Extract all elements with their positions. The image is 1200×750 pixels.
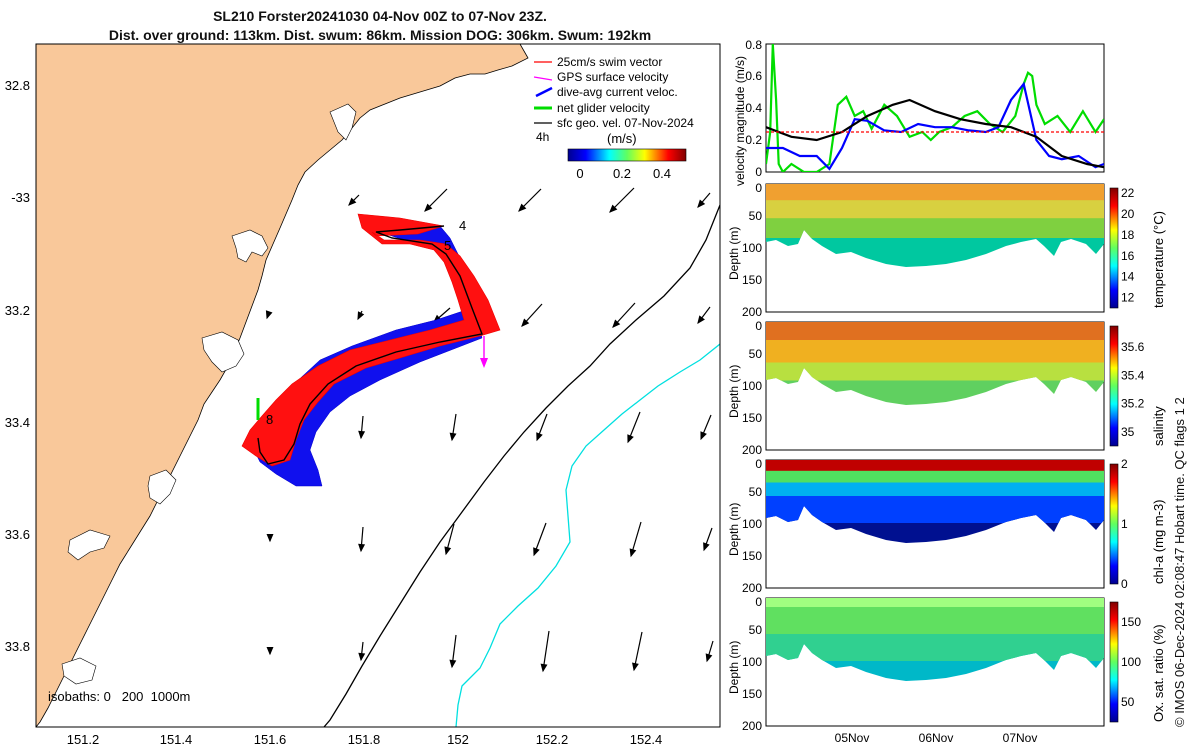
legend-gps-label: GPS surface velocity <box>557 70 668 84</box>
lat-tick: 33.8 <box>5 639 30 654</box>
legend-net-label: net glider velocity <box>557 101 650 115</box>
legend-gps-line <box>533 76 553 81</box>
glider-track <box>257 225 483 465</box>
sfc-velocity-arrowhead <box>358 430 366 440</box>
legend-dac-line <box>535 86 553 98</box>
sfc-velocity-arrowhead <box>705 653 713 663</box>
sfc-velocity-arrowhead <box>533 547 540 557</box>
coastline-land <box>36 44 529 727</box>
day-marker: 5 <box>444 238 451 253</box>
legend-dac-label: dive-avg current veloc. <box>557 85 678 99</box>
day-marker: 8 <box>266 412 273 427</box>
colorbar-units: (m/s) <box>607 131 637 146</box>
sfc-velocity-arrowhead <box>540 663 548 673</box>
page-subtitle: Dist. over ground: 113km. Dist. swum: 86… <box>108 27 652 43</box>
legend-colorbar <box>567 148 687 162</box>
coastal-lake <box>147 469 177 505</box>
lat-tick: 33.2 <box>5 303 30 318</box>
coastal-inlet <box>67 529 111 561</box>
credit-text: © IMOS 06-Dec-2024 02:08:47 Hobart time.… <box>1172 397 1187 727</box>
coastal-lake <box>329 103 357 141</box>
legend-colorbar-tick: 0.2 <box>613 166 631 181</box>
sfc-velocity-arrowhead <box>697 199 706 208</box>
sfc-velocity-arrowhead <box>629 548 637 558</box>
lat-tick: -33 <box>11 190 30 205</box>
longitude-axis: 151.2 151.4 151.6 151.8 152 152.2 152.4 <box>67 732 663 747</box>
sfc-velocity-arrowhead <box>348 197 357 206</box>
lon-tick: 152.2 <box>536 732 569 747</box>
sfc-velocity-arrowhead <box>266 534 274 543</box>
sfc-velocity-arrowhead <box>521 318 530 327</box>
lat-tick: 33.6 <box>5 527 30 542</box>
sfc-velocity-arrowhead <box>358 543 366 553</box>
lon-tick: 151.8 <box>348 732 381 747</box>
lon-tick: 151.6 <box>254 732 287 747</box>
sfc-velocity-arrowhead <box>265 310 273 320</box>
isobath-1000m <box>455 343 720 727</box>
coastal-lake <box>201 331 245 373</box>
map-legend: 25cm/s swim vector GPS surface velocity … <box>533 55 694 181</box>
sfc-velocity-arrowhead <box>358 652 366 662</box>
latitude-axis: 32.8 -33 33.2 33.4 33.6 33.8 <box>5 78 30 654</box>
coastal-inlet <box>61 657 97 685</box>
sfc-velocity-arrowhead <box>627 434 634 444</box>
gps-velocity-arrowhead <box>480 358 488 368</box>
sfc-velocity-arrowhead <box>449 659 457 669</box>
sfc-velocity-arrowhead <box>266 647 274 656</box>
lon-tick: 152.4 <box>630 732 663 747</box>
lon-tick: 152 <box>447 732 469 747</box>
sfc-velocity-arrowhead <box>703 542 710 552</box>
legend-colorbar-tick: 0.4 <box>653 166 671 181</box>
sfc-velocity-arrowhead <box>700 431 707 441</box>
sfc-velocity-arrowhead <box>612 319 621 328</box>
lat-tick: 32.8 <box>5 78 30 93</box>
sfc-velocity-arrowhead <box>424 203 433 212</box>
lat-tick: 33.4 <box>5 415 30 430</box>
legend-sfc-label: sfc geo. vel. 07-Nov-2024 <box>557 116 694 130</box>
isobath-200m <box>323 204 720 727</box>
sfc-velocity-arrowhead <box>609 204 618 213</box>
swim-vectors <box>241 213 501 467</box>
map-frame <box>35 43 721 728</box>
sfc-velocity-arrowhead <box>632 662 639 672</box>
sfc-velocity-arrowhead <box>518 203 527 212</box>
credit-note: © IMOS 06-Dec-2024 02:08:47 Hobart time.… <box>1172 187 1188 727</box>
lon-tick: 151.4 <box>160 732 193 747</box>
coastal-lake <box>231 229 269 263</box>
legend-swim-label: 25cm/s swim vector <box>557 55 662 69</box>
legend-interval: 4h <box>536 130 549 144</box>
isobaths-label: isobaths: 0 200 1000m <box>48 689 190 704</box>
sfc-velocity-arrowhead <box>536 432 543 442</box>
legend-colorbar-tick: 0 <box>576 166 583 181</box>
sfc-geo-velocity-arrows <box>265 187 714 673</box>
day-marker: 4 <box>459 218 466 233</box>
sfc-velocity-arrowhead <box>444 546 452 556</box>
lon-tick: 151.2 <box>67 732 100 747</box>
sfc-velocity-arrowhead <box>449 432 457 442</box>
sfc-velocity-arrowhead <box>357 311 365 321</box>
sfc-velocity-arrowhead <box>697 315 705 325</box>
page-title: SL210 Forster20241030 04-Nov 00Z to 07-N… <box>213 8 547 24</box>
